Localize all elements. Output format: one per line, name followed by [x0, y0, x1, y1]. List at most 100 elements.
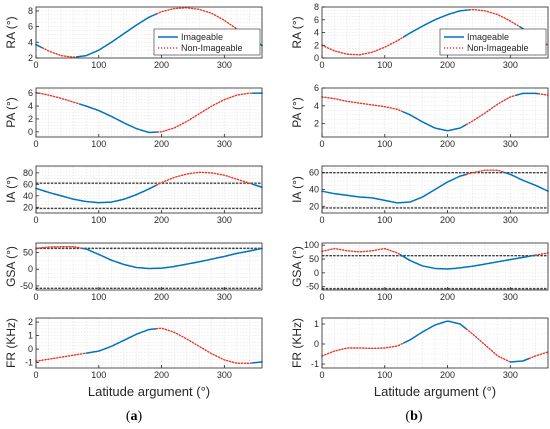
y-tick-label: 20: [309, 201, 319, 211]
y-tick-label: 4: [28, 101, 33, 111]
x-tick-label: 0: [33, 370, 38, 380]
series-imageable-segment: [85, 327, 158, 354]
x-tick-label: 300: [217, 292, 232, 302]
series-non-imageable-segment: [465, 328, 512, 363]
y-tick-label: -1: [311, 359, 319, 369]
y-tick-label: 0: [28, 127, 33, 137]
series-non-imageable-segment: [155, 7, 251, 39]
y-tick-label: 50: [309, 254, 319, 264]
x-tick-label: 300: [503, 139, 518, 149]
y-tick-label: 4: [28, 37, 33, 47]
axes-box: [321, 242, 549, 291]
y-tick-label: 100: [304, 240, 319, 250]
x-tick-label: 100: [91, 215, 106, 225]
y-tick-label: 60: [23, 179, 33, 189]
series-imageable-segment: [82, 247, 263, 270]
x-tick-label: 200: [154, 370, 169, 380]
y-tick-label: -50: [20, 281, 33, 291]
x-tick-label: 0: [319, 370, 324, 380]
y-axis-label: RA (°): [4, 16, 18, 48]
x-tick-label: 100: [377, 215, 392, 225]
series-non-imageable-segment: [468, 8, 521, 28]
chart-pa-b: 0 100 200 300 2 4 6 PA (°): [290, 83, 549, 149]
x-tick-label: 100: [377, 370, 392, 380]
y-axis-label: GSA (°): [290, 246, 304, 287]
panel-label: (b): [405, 409, 422, 424]
x-tick-label: 200: [154, 60, 169, 70]
series-imageable-segment: [509, 357, 530, 363]
y-tick-label: 6: [28, 88, 33, 98]
y-tick-label: 4: [314, 28, 319, 38]
x-tick-label: 200: [440, 215, 455, 225]
chart-ra-a: 0 100 200 300 2 4 6 8 RA (°) ImageableNon-Imageab…: [4, 6, 263, 70]
x-tick-label: 0: [33, 60, 38, 70]
axes-box: [35, 165, 263, 214]
x-tick-label: 0: [33, 139, 38, 149]
series-imageable-segment: [399, 254, 537, 270]
y-tick-label: 40: [23, 191, 33, 201]
series-non-imageable-segment: [35, 352, 87, 362]
y-tick-label: 20: [23, 202, 33, 212]
axes-box: [35, 6, 263, 59]
y-tick-label: 1: [314, 319, 319, 329]
x-tick-label: 200: [440, 60, 455, 70]
axes-box: [35, 87, 263, 138]
x-tick-label: 100: [91, 370, 106, 380]
y-tick-label: 0: [314, 339, 319, 349]
y-tick-label: 80: [23, 168, 33, 178]
y-axis-label: FR (KHz): [4, 318, 18, 368]
x-axis-label: Latitude argument (°): [374, 384, 496, 399]
y-tick-label: 40: [309, 185, 319, 195]
x-tick-label: 200: [154, 215, 169, 225]
x-tick-label: 300: [217, 215, 232, 225]
y-axis-label: PA (°): [4, 97, 18, 128]
x-tick-label: 200: [154, 292, 169, 302]
y-tick-label: 4: [314, 101, 319, 111]
y-tick-label: 0: [314, 53, 319, 63]
x-tick-label: 300: [217, 139, 232, 149]
x-tick-label: 200: [440, 292, 455, 302]
legend-box: [439, 28, 547, 56]
axes-box: [35, 242, 263, 291]
y-axis-label: FR (KHz): [290, 318, 304, 368]
legend-label-imageable: Imageable: [467, 32, 509, 42]
x-tick-label: 300: [217, 60, 232, 70]
series-imageable-segment: [251, 361, 263, 364]
y-tick-label: 50: [23, 247, 33, 257]
x-tick-label: 300: [503, 60, 518, 70]
series-imageable-segment: [35, 184, 158, 204]
x-tick-label: 0: [319, 60, 324, 70]
y-tick-label: 0: [28, 264, 33, 274]
panel-label: (a): [126, 409, 143, 424]
y-tick-label: 2: [314, 40, 319, 50]
y-tick-label: 2: [314, 119, 319, 129]
x-tick-label: 0: [319, 215, 324, 225]
series-non-imageable-segment: [528, 351, 549, 360]
legend-box: [153, 28, 261, 56]
series-non-imageable-segment: [537, 93, 549, 96]
x-tick-label: 0: [319, 139, 324, 149]
series-non-imageable-segment: [534, 252, 549, 256]
chart-pa-a: 0 100 200 300 0 2 4 6 PA (°): [4, 87, 263, 149]
series-imageable-segment: [402, 320, 468, 344]
x-tick-label: 0: [33, 292, 38, 302]
legend-label-imageable: Imageable: [181, 32, 223, 42]
y-axis-label: GSA (°): [4, 246, 18, 287]
x-tick-label: 300: [217, 370, 232, 380]
y-tick-label: -50: [306, 282, 319, 292]
series-imageable-segment: [251, 183, 263, 188]
axes-box: [321, 87, 549, 138]
series-non-imageable-segment: [155, 171, 254, 186]
chart-ia-b: 0 100 200 300 20 40 60 IA (°): [290, 165, 549, 225]
series-imageable-segment: [503, 171, 549, 192]
y-tick-label: 1: [28, 331, 33, 341]
series-non-imageable-segment: [156, 92, 254, 133]
x-tick-label: 100: [91, 292, 106, 302]
x-tick-label: 100: [377, 139, 392, 149]
